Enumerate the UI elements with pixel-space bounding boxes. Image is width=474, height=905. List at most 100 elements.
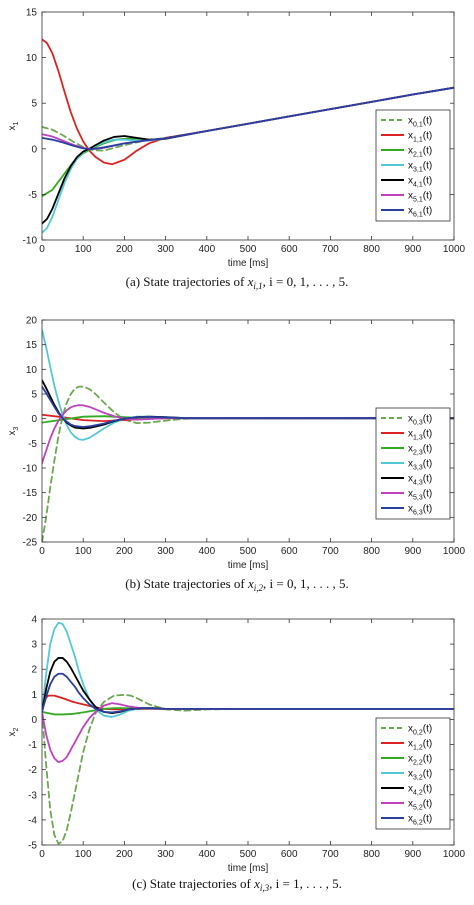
legend-entry-6-3: x6,3(t): [408, 504, 432, 517]
legend-entry-2-3: x2,3(t): [408, 444, 432, 457]
x-tick-label: 800: [363, 244, 380, 255]
y-tick-label: 20: [26, 316, 38, 327]
legend-entry-1-1: x1,1(t): [408, 131, 432, 144]
x-tick-label: 500: [240, 244, 257, 255]
x-tick-label: 500: [240, 546, 257, 557]
x-tick-label: 300: [157, 546, 174, 557]
y-tick-label: 10: [26, 365, 38, 376]
y-tick-label: -10: [23, 236, 38, 247]
chart-panel-2: 0 100 200 300 400 500 600 700 800 900 1000-25-20-1…: [7, 316, 466, 594]
legend-entry-5-3: x5,3(t): [408, 489, 432, 502]
legend-entry-2-2: x2,2(t): [408, 754, 432, 767]
x-tick-label: 800: [363, 546, 380, 557]
legend: x0,3(t) x1,3(t) x2,3(t) x3,3(t) x4,3(t) x5,3(…: [375, 407, 451, 520]
legend-entry-5-1: x5,1(t): [408, 191, 432, 204]
legend: x0,2(t) x1,2(t) x2,2(t) x3,2(t) x4,2(t) x5,2(…: [375, 717, 451, 830]
legend-entry-3-2: x3,2(t): [408, 769, 432, 782]
series-group: [42, 621, 454, 845]
legend-entry-4-3: x4,3(t): [408, 474, 432, 487]
x-tick-label: 200: [116, 244, 133, 255]
series-line-6-3: [42, 385, 454, 428]
x-tick-label: 500: [240, 849, 257, 860]
y-tick-label: -5: [28, 190, 37, 201]
x-axis-label: time [ms]: [228, 863, 269, 874]
legend-entry-4-1: x4,1(t): [408, 176, 432, 189]
panel-caption: (a) State trajectories of xi,1, i = 0, 1…: [126, 274, 349, 291]
legend-entry-4-2: x4,2(t): [408, 784, 432, 797]
x-tick-label: 100: [75, 244, 92, 255]
y-tick-label: 5: [31, 99, 37, 110]
series-group: [42, 38, 454, 234]
legend-entry-5-2: x5,2(t): [408, 799, 432, 812]
legend-entry-0-3: x0,3(t): [408, 414, 432, 427]
y-tick-label: -20: [23, 513, 38, 524]
y-tick-label: 0: [31, 144, 37, 155]
x-tick-label: 400: [198, 849, 215, 860]
y-axis-label: x2: [7, 727, 20, 736]
y-tick-label: -4: [28, 815, 37, 826]
x-tick-label: 0: [39, 849, 45, 860]
legend: x0,1(t) x1,1(t) x2,1(t) x3,1(t) x4,1(t) x5,1(…: [375, 109, 451, 222]
x-tick-label: 100: [75, 849, 92, 860]
x-tick-label: 1000: [443, 849, 466, 860]
legend-entry-0-1: x0,1(t): [408, 116, 432, 129]
chart-panel-1: 0 100 200 300 400 500 600 700 800 900 1000 -10 -5 0 5 1…: [7, 8, 466, 292]
y-tick-label: -25: [23, 538, 38, 549]
x-tick-label: 600: [281, 546, 298, 557]
legend-entry-6-1: x6,1(t): [408, 206, 432, 219]
x-axis-label: time [ms]: [228, 560, 269, 571]
y-tick-label: 5: [31, 390, 37, 401]
legend-entry-0-2: x0,2(t): [408, 724, 432, 737]
x-tick-label: 600: [281, 244, 298, 255]
y-tick-label: -10: [23, 464, 38, 475]
y-tick-label: -15: [23, 488, 38, 499]
y-tick-label: 4: [31, 615, 37, 626]
x-tick-label: 700: [322, 546, 339, 557]
x-tick-label: 400: [198, 546, 215, 557]
y-tick-label: 10: [26, 53, 38, 64]
legend-entry-3-1: x3,1(t): [408, 161, 432, 174]
x-tick-label: 1000: [443, 244, 466, 255]
series-line-6-1: [42, 86, 454, 151]
legend-entry-3-3: x3,3(t): [408, 459, 432, 472]
y-axis-label: x1: [7, 121, 20, 130]
x-tick-label: 900: [404, 244, 421, 255]
y-tick-label: 15: [26, 8, 38, 19]
x-tick-label: 700: [322, 244, 339, 255]
panel-caption: (b) State trajectories of xi,2, i = 0, 1…: [125, 576, 348, 593]
y-axis-label: x3: [7, 426, 20, 435]
x-tick-label: 0: [39, 546, 45, 557]
y-tick-label: 0: [31, 715, 37, 726]
y-tick-label: -1: [28, 740, 37, 751]
legend-entry-6-2: x6,2(t): [408, 814, 432, 827]
x-tick-label: 800: [363, 849, 380, 860]
y-tick-label: 3: [31, 640, 37, 651]
x-tick-label: 1000: [443, 546, 466, 557]
y-tick-label: -3: [28, 790, 37, 801]
panel-caption: (c) State trajectories of xi,3, i = 1, .…: [132, 876, 342, 893]
series-line-5-3: [42, 404, 454, 464]
series-line-0-3: [42, 385, 454, 542]
x-tick-label: 400: [198, 244, 215, 255]
x-tick-label: 200: [116, 849, 133, 860]
chart-panel-3: 0 100 200 300 400 500 600 700 800 900 1000 -5 -4 -3 -2…: [7, 615, 466, 894]
legend-entry-2-1: x2,1(t): [408, 146, 432, 159]
x-tick-label: 200: [116, 546, 133, 557]
series-group: [42, 328, 454, 542]
x-tick-label: 900: [404, 849, 421, 860]
y-tick-label: -5: [28, 439, 37, 450]
x-tick-label: 100: [75, 546, 92, 557]
y-tick-label: 2: [31, 665, 37, 676]
legend-entry-1-3: x1,3(t): [408, 429, 432, 442]
y-tick-label: -5: [28, 841, 37, 852]
series-line-6-2: [42, 672, 454, 714]
legend-entry-1-2: x1,2(t): [408, 739, 432, 752]
y-tick-label: -2: [28, 765, 37, 776]
x-tick-label: 300: [157, 244, 174, 255]
x-tick-label: 600: [281, 849, 298, 860]
x-tick-label: 700: [322, 849, 339, 860]
y-tick-label: 0: [31, 414, 37, 425]
x-tick-label: 0: [39, 244, 45, 255]
x-axis-label: time [ms]: [228, 258, 269, 269]
